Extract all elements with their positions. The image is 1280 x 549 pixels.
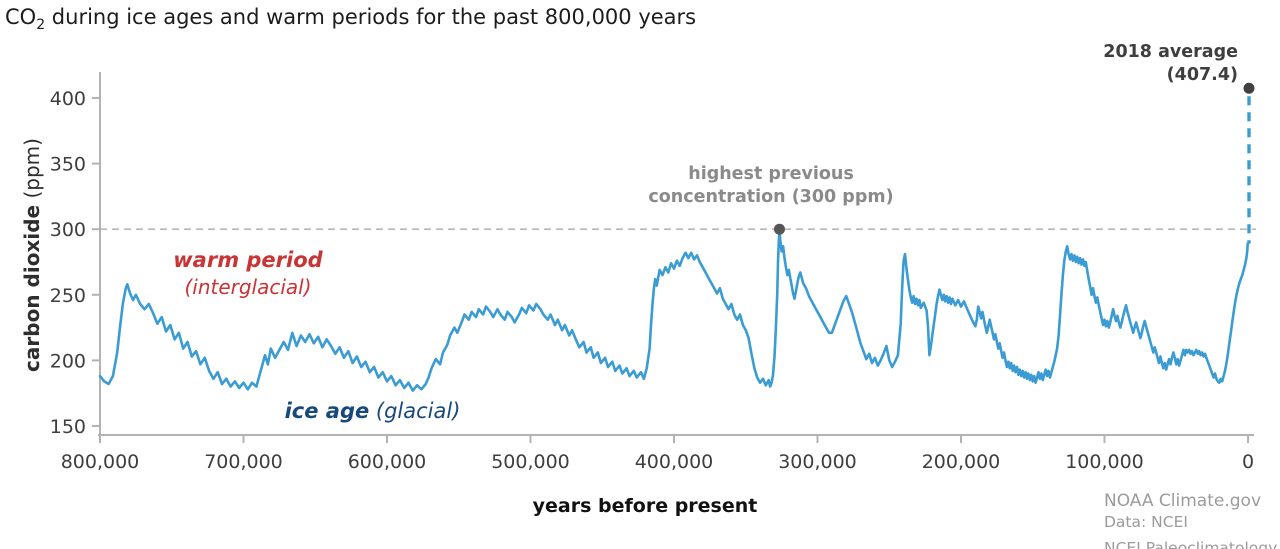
y-axis-title: carbon dioxide (ppm) xyxy=(20,72,44,438)
credit-partial-line: NCEI Paleoclimatology xyxy=(1104,539,1278,549)
highest-previous-line1: highest previous xyxy=(688,164,854,184)
interglacial-label: (interglacial) xyxy=(184,275,312,300)
credit-data-source: Data: NCEI xyxy=(1104,513,1188,531)
ice-age-annotation: ice age (glacial) xyxy=(250,398,495,425)
y-tick-label: 350 xyxy=(50,154,86,176)
co2-line xyxy=(98,227,1249,392)
x-tick-label: 400,000 xyxy=(635,451,714,473)
x-axis-title: years before present xyxy=(532,495,758,517)
x-tick-label: 0 xyxy=(1242,451,1254,473)
x-tick-label: 700,000 xyxy=(204,451,283,473)
dot-2018-average xyxy=(1243,82,1255,94)
x-tick-label: 200,000 xyxy=(922,451,1001,473)
x-tick-label: 600,000 xyxy=(348,451,427,473)
glacial-label: (glacial) xyxy=(369,399,461,423)
y-tick-label: 400 xyxy=(50,88,86,110)
y-axis-title-unit: (ppm) xyxy=(20,138,44,205)
avg-2018-value: (407.4) xyxy=(1166,64,1238,85)
credits: NOAA Climate.gov Data: NCEI NCEI Paleocl… xyxy=(1104,490,1277,549)
x-tick-label: 800,000 xyxy=(61,451,140,473)
title-prefix: CO xyxy=(5,5,37,29)
y-tick-label: 150 xyxy=(50,416,86,438)
x-tick-label: 300,000 xyxy=(778,451,857,473)
warm-period-annotation: warm period (interglacial) xyxy=(137,247,359,300)
y-tick-label: 250 xyxy=(50,285,86,307)
ice-age-label: ice age xyxy=(284,399,370,423)
highest-previous-line2: concentration (300 ppm) xyxy=(648,186,894,207)
highest-previous-annotation: highest previous concentration (300 ppm) xyxy=(620,163,922,209)
warm-period-label: warm period xyxy=(173,248,323,272)
y-axis-title-bold: carbon dioxide xyxy=(20,204,44,372)
chart-title: CO2 during ice ages and warm periods for… xyxy=(5,5,696,33)
title-subscript: 2 xyxy=(36,17,46,34)
y-tick-label: 200 xyxy=(50,350,86,372)
x-tick-label: 100,000 xyxy=(1065,451,1144,473)
avg-2018-annotation: 2018 average (407.4) xyxy=(1040,41,1238,87)
dot-highest-previous xyxy=(773,223,785,235)
y-tick-label: 300 xyxy=(50,219,86,241)
title-rest: during ice ages and warm periods for the… xyxy=(45,5,697,29)
x-tick-label: 500,000 xyxy=(491,451,570,473)
credit-noaa: NOAA Climate.gov xyxy=(1104,491,1262,511)
avg-2018-line1: 2018 average xyxy=(1103,42,1238,62)
